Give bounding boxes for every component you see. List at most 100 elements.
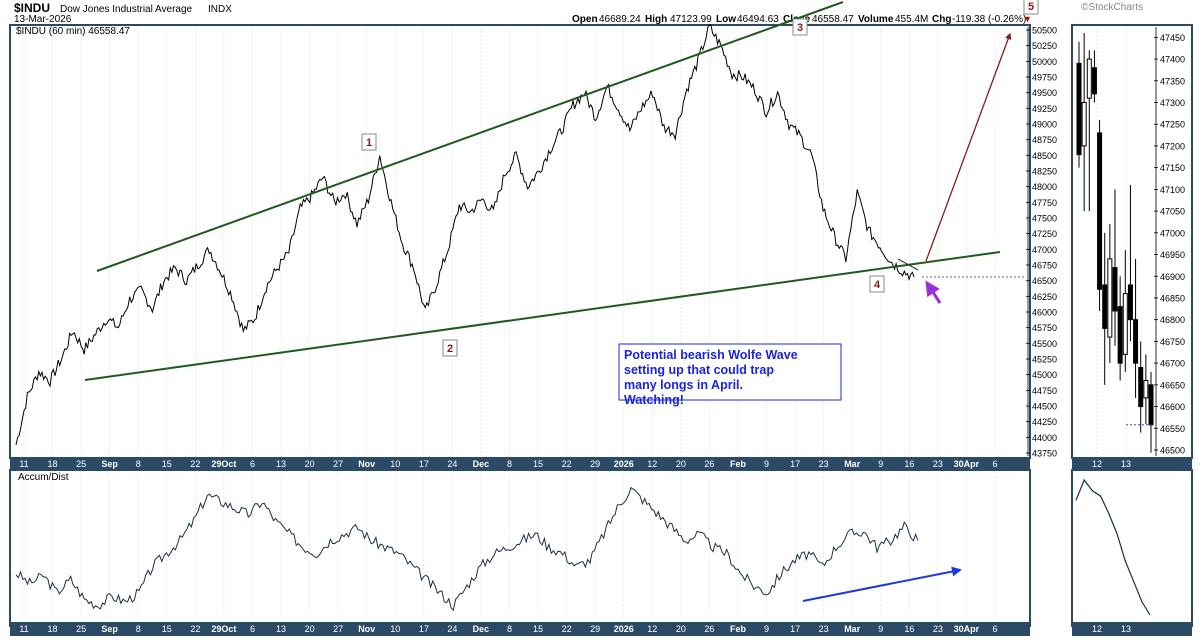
grid-accum (23, 472, 996, 620)
accum-x-tick-label: 11 (19, 624, 28, 634)
y-axis-main: 43750 44000 44250 44500 44750 45000 45250 45500… (1026, 26, 1057, 459)
accum-x-tick-label: Sep (101, 624, 118, 634)
accum-x-tick-label: 16 (904, 624, 914, 634)
accum-x-tick-label: 25 (76, 624, 86, 634)
wave-label-box (792, 18, 808, 36)
candle-body (1143, 380, 1149, 399)
wave-label-box (1023, 0, 1039, 15)
accum-x-tick-label: 2026 (614, 624, 634, 634)
x-tick-label: 8 (507, 459, 512, 469)
y-tick-label: 44500 (1032, 402, 1057, 412)
symbol: $INDU (14, 1, 50, 15)
side-y-tick-label: 46900 (1160, 272, 1185, 282)
price-panel-title: $INDU (60 min) 46558.47 (16, 26, 130, 37)
x-tick-label: 26 (704, 459, 714, 469)
side-y-tick-label: 46600 (1160, 402, 1185, 412)
low-value: 46494.63 (737, 14, 779, 25)
x-axis-main: 11 18 25 Sep 8 15 22 29Oct 6 13 20 27 Nov 10 17 24 Dec 8 1… (19, 459, 997, 469)
accum-x-tick-label: 12 (647, 624, 657, 634)
accum-x-tick-label: 22 (190, 624, 200, 634)
y-tick-label: 49500 (1032, 88, 1057, 98)
side-accum-x-tick-label: 12 (1092, 624, 1102, 634)
x-tick-label: 12 (647, 459, 657, 469)
note-line: Watching! (624, 393, 684, 407)
side-accum-x-tick-label: 13 (1121, 624, 1131, 634)
x-tick-label: 25 (76, 459, 86, 469)
side-y-tick-label: 46850 (1160, 293, 1185, 303)
chg-label: Chg (932, 14, 951, 25)
x-tick-label: 23 (933, 459, 943, 469)
y-tick-label: 47250 (1032, 229, 1057, 239)
x-tick-label: Mar (844, 459, 861, 469)
accum-x-tick-label: 20 (676, 624, 686, 634)
side-y-tick-label: 47100 (1160, 185, 1185, 195)
accum-x-tick-label: 20 (305, 624, 315, 634)
side-y-tick-label: 46800 (1160, 315, 1185, 325)
side-y-tick-label: 47450 (1160, 33, 1185, 43)
index-name: Dow Jones Industrial Average (60, 4, 193, 15)
y-tick-label: 45750 (1032, 323, 1057, 333)
note-box (618, 343, 842, 401)
side-y-tick-label: 46750 (1160, 337, 1185, 347)
y-tick-label: 47500 (1032, 214, 1057, 224)
side-x-tick-label: 12 (1092, 459, 1102, 469)
side-y-tick-label: 47400 (1160, 55, 1185, 65)
side-y-tick-label: 46650 (1160, 380, 1185, 390)
x-tick-label: 27 (333, 459, 343, 469)
x-tick-label: Sep (101, 459, 118, 469)
candle-body (1107, 258, 1113, 338)
accum-panel-frame (9, 469, 1031, 627)
candle-body (1133, 319, 1139, 364)
side-y-tick-label: 47050 (1160, 207, 1185, 217)
accum-x-tick-label: 8 (507, 624, 512, 634)
x-tick-label: 9 (878, 459, 883, 469)
chg-value: -119.38 (-0.26%) (952, 14, 1026, 25)
side-y-tick-label: 47300 (1160, 98, 1185, 108)
grid-main (23, 27, 996, 456)
y-tick-label: 45250 (1032, 355, 1057, 365)
side-panel-frame (1071, 24, 1193, 459)
wave-label-box (361, 133, 377, 151)
accum-x-tick-label: 23 (933, 624, 943, 634)
wave-labels: 1 2 3 4 5 (361, 0, 1039, 357)
accum-x-tick-label: 26 (704, 624, 714, 634)
accum-x-tick-label: 30Apr (954, 624, 980, 634)
price-series (15, 24, 1026, 446)
date: 13-Mar-2026 (14, 14, 72, 25)
side-y-tick-label: 46550 (1160, 424, 1185, 434)
x-tick-label: 20 (305, 459, 315, 469)
x-axis-band-side (1072, 458, 1192, 470)
note-line: Potential bearish Wolfe Wave (624, 348, 798, 362)
x-tick-label: 16 (904, 459, 914, 469)
side-accum-series (1075, 478, 1151, 616)
wave-label-text: 1 (366, 137, 372, 149)
x-tick-label: 17 (790, 459, 800, 469)
side-accum-frame (1071, 469, 1193, 627)
x-tick-label: 2026 (614, 459, 634, 469)
y-tick-label: 46250 (1032, 292, 1057, 302)
x-tick-label: 22 (562, 459, 572, 469)
x-tick-label: 30Apr (954, 459, 980, 469)
volume-value: 455.4M (895, 14, 928, 25)
x-axis-accum: 11 18 25 Sep 8 15 22 29Oct 6 13 20 27 Nov 10 17 24 Dec 8 1… (19, 624, 997, 634)
x-tick-label: 17 (419, 459, 429, 469)
high-label: High (645, 14, 667, 25)
accum-x-tick-label: 27 (333, 624, 343, 634)
accum-x-tick-label: 13 (276, 624, 286, 634)
exchange: INDX (208, 4, 232, 15)
accum-x-tick-label: Feb (730, 624, 747, 634)
high-value: 47123.99 (670, 14, 712, 25)
target-arrow (925, 32, 1012, 262)
volume-label: Volume (858, 14, 894, 25)
wave-label-box (442, 339, 458, 357)
y-tick-label: 47000 (1032, 245, 1057, 255)
candle-body (1102, 284, 1108, 329)
y-tick-label: 48250 (1032, 167, 1057, 177)
wolfe-channel (84, 1, 1001, 381)
y-tick-label: 49250 (1032, 104, 1057, 114)
x-tick-label: 18 (48, 459, 58, 469)
main-panel-frame (9, 24, 1031, 459)
accum-x-tick-label: Dec (473, 624, 490, 634)
